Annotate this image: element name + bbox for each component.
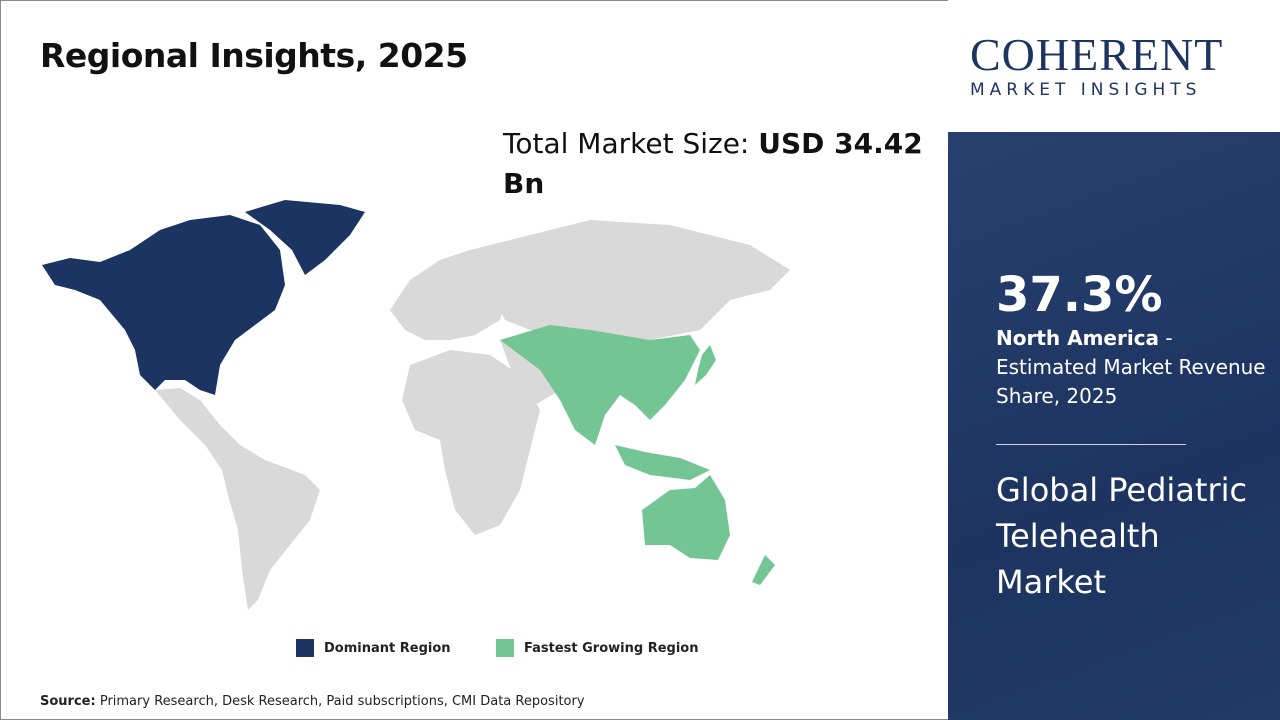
market-size-label: Total Market Size: [503, 127, 750, 160]
region-north-america [42, 215, 285, 395]
region-australia [642, 475, 730, 560]
company-logo: COHERENT MARKET INSIGHTS [948, 0, 1280, 132]
source-label: Source: [40, 694, 96, 709]
share-text: - Estimated Market Revenue Share, 2025 [996, 326, 1266, 408]
legend-fastest: Fastest Growing Region [496, 639, 698, 657]
region-greenland [245, 200, 365, 275]
share-percentage: 37.3% [996, 267, 1163, 323]
region-latin-america [155, 388, 320, 610]
region-japan [695, 345, 716, 385]
logo-main-text: COHERENT [970, 29, 1224, 80]
summary-panel: 37.3% North America - Estimated Market R… [948, 132, 1280, 720]
source-note: Source: Primary Research, Desk Research,… [40, 694, 585, 709]
dominant-swatch [296, 639, 314, 657]
market-name: Global Pediatric Telehealth Market [996, 471, 1248, 601]
market-size-value: USD 34.42 Bn [503, 127, 923, 200]
page-title: Regional Insights, 2025 [40, 36, 468, 75]
logo-sub-text: MARKET INSIGHTS [970, 80, 1202, 100]
region-middle-east [500, 340, 560, 405]
share-description: North America - Estimated Market Revenue… [996, 324, 1271, 411]
region-southeast-asia [615, 445, 710, 480]
region-africa [402, 350, 540, 535]
region-new-zealand [752, 555, 775, 585]
world-map [42, 200, 790, 610]
legend-fastest-label: Fastest Growing Region [524, 640, 699, 656]
legend-dominant-label: Dominant Region [324, 640, 451, 656]
fastest-swatch [496, 639, 514, 657]
share-region: North America [996, 326, 1160, 350]
total-market-size: Total Market Size: USD 34.42 Bn [503, 124, 923, 204]
divider [996, 444, 1186, 445]
region-asia-pacific [500, 325, 700, 445]
source-text: Primary Research, Desk Research, Paid su… [99, 694, 585, 709]
region-europe [390, 250, 510, 340]
region-russia [470, 220, 790, 340]
legend-dominant: Dominant Region [296, 639, 451, 657]
